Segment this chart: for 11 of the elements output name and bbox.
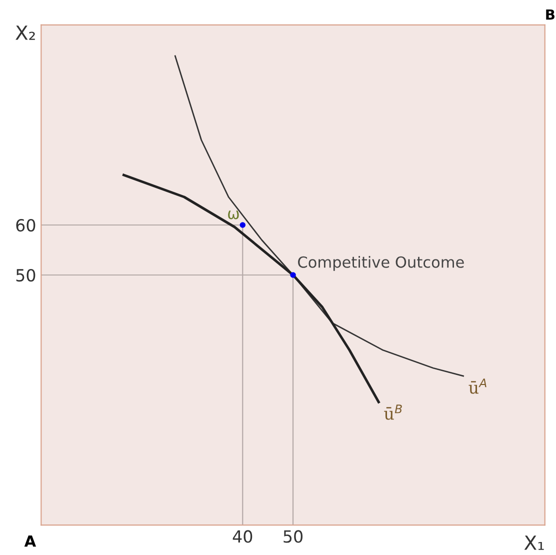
x-axis-title: X₁ bbox=[524, 536, 544, 550]
annotation: ω bbox=[228, 210, 239, 220]
series-label: ū$^{B}$ bbox=[384, 404, 402, 420]
series-label: ū$^{A}$ bbox=[468, 378, 486, 394]
annotation: Competitive Outcome bbox=[298, 256, 464, 271]
y-axis-title: X₂ bbox=[16, 26, 35, 40]
y-tick-label: 60 bbox=[16, 218, 36, 232]
text: B bbox=[546, 9, 554, 20]
x-tick-label: 40 bbox=[232, 530, 252, 543]
text: A bbox=[24, 536, 36, 547]
line-series bbox=[174, 55, 464, 377]
